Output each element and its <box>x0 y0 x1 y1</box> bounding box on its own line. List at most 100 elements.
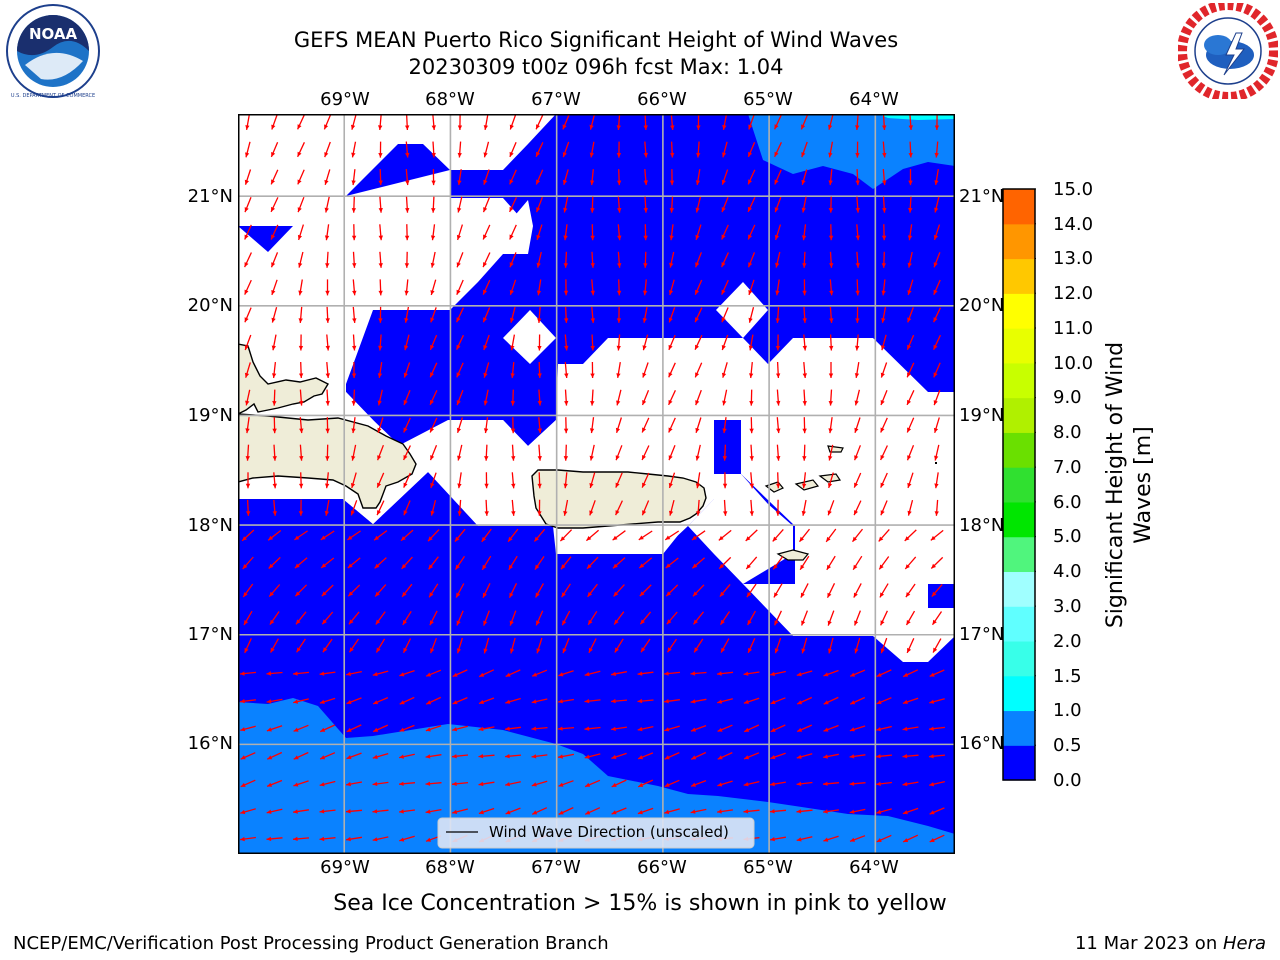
wave-direction-arrow <box>749 472 754 489</box>
wave-direction-arrow <box>639 611 652 625</box>
wave-direction-arrow <box>403 389 411 406</box>
map-subtitle: 20230309 t00z 096h fcst Max: 1.04 <box>408 55 784 79</box>
wave-direction-arrow <box>245 141 251 158</box>
footer-date: 11 Mar 2023 on Hera <box>1075 934 1266 954</box>
wave-direction-arrow <box>769 836 787 842</box>
wave-direction-arrow <box>854 417 861 434</box>
noaa-ring-text: U.S. DEPARTMENT OF COMMERCE <box>11 93 95 99</box>
sea-ice-note: Sea Ice Concentration > 15% is shown in … <box>333 891 947 916</box>
wave-direction-arrow <box>643 224 648 241</box>
wave-direction-arrow <box>691 530 706 541</box>
wave-direction-arrow <box>324 169 331 185</box>
wave-direction-arrow <box>802 251 807 268</box>
wave-direction-arrow <box>853 500 862 516</box>
wave-direction-arrow <box>536 279 542 296</box>
wave-direction-arrow <box>694 279 703 295</box>
wave-direction-arrow <box>876 725 892 732</box>
wave-direction-arrow <box>378 224 383 241</box>
wave-direction-arrow <box>829 279 834 296</box>
wave-direction-arrow <box>638 557 653 569</box>
wave-direction-arrow <box>535 114 544 130</box>
wave-direction-arrow <box>929 726 945 731</box>
wave-direction-arrow <box>293 780 309 787</box>
wave-direction-arrow <box>455 583 465 598</box>
wave-direction-arrow <box>325 306 330 323</box>
wave-direction-arrow <box>430 251 436 268</box>
wave-direction-arrow <box>294 584 308 597</box>
wave-direction-arrow <box>590 334 595 351</box>
wave-direction-arrow <box>508 555 518 571</box>
wave-direction-arrow <box>558 780 574 787</box>
wave-direction-arrow <box>325 417 330 434</box>
wave-direction-arrow <box>668 472 676 489</box>
wave-direction-arrow <box>639 584 652 597</box>
wave-direction-arrow <box>641 472 650 488</box>
wave-direction-arrow <box>876 808 892 814</box>
wave-direction-arrow <box>880 500 888 516</box>
wave-direction-arrow <box>319 697 336 704</box>
colorbar-band <box>1003 223 1035 260</box>
wave-direction-arrow <box>774 169 782 185</box>
wave-direction-arrow <box>292 836 310 841</box>
wave-direction-arrow <box>347 584 361 597</box>
wave-direction-arrow <box>430 307 437 323</box>
wave-direction-arrow <box>293 751 309 760</box>
wave-direction-arrow <box>509 279 517 296</box>
wave-direction-arrow <box>483 417 489 434</box>
wave-direction-arrow <box>564 306 569 323</box>
wave-direction-arrow <box>665 584 679 597</box>
wave-direction-arrow <box>853 472 862 488</box>
wave-direction-arrow <box>431 141 436 158</box>
wave-direction-arrow <box>509 252 517 268</box>
wave-direction-arrow <box>425 808 442 814</box>
wave-direction-arrow <box>319 780 336 787</box>
wave-direction-arrow <box>663 671 681 676</box>
wave-direction-arrow <box>747 224 756 240</box>
wave-direction-arrow <box>747 197 756 213</box>
wave-direction-arrow <box>537 306 542 323</box>
wave-direction-arrow <box>561 583 571 598</box>
wave-direction-arrow <box>320 530 335 541</box>
wave-direction-arrow <box>372 836 389 842</box>
wave-direction-arrow <box>670 114 675 131</box>
wave-direction-arrow <box>240 725 256 732</box>
wave-direction-arrow <box>430 472 437 489</box>
wave-direction-arrow <box>721 334 729 351</box>
wave-direction-arrow <box>457 444 463 461</box>
wave-direction-arrow <box>881 251 886 268</box>
wave-direction-arrow <box>718 529 732 541</box>
wave-direction-arrow <box>270 638 279 653</box>
wave-direction-arrow <box>531 726 548 731</box>
wave-direction-arrow <box>531 669 548 677</box>
wave-direction-arrow <box>929 834 945 843</box>
wave-direction-arrow <box>849 781 866 786</box>
lat-label-left: 16°N <box>187 733 233 754</box>
wave-direction-arrow <box>616 389 622 406</box>
wave-direction-arrow <box>610 698 628 704</box>
lon-label-top: 65°W <box>743 89 793 110</box>
colorbar-tick: 1.5 <box>1053 666 1082 687</box>
wave-direction-arrow <box>509 169 517 185</box>
wave-direction-arrow <box>664 779 680 788</box>
wave-direction-arrow <box>425 781 442 786</box>
wave-direction-arrow <box>637 725 654 732</box>
wave-direction-arrow <box>484 499 489 516</box>
wave-direction-arrow <box>828 417 833 434</box>
wave-direction-arrow <box>823 696 839 705</box>
wave-direction-arrow <box>378 251 383 268</box>
wave-direction-arrow <box>690 671 707 676</box>
wave-direction-arrow <box>849 754 866 759</box>
wave-direction-arrow <box>774 142 782 158</box>
wave-direction-arrow <box>669 224 674 241</box>
wave-direction-arrow <box>637 807 654 815</box>
wave-direction-arrow <box>876 697 892 705</box>
wave-direction-arrow <box>398 781 416 786</box>
wave-direction-arrow <box>321 611 334 625</box>
wave-direction-arrow <box>718 556 732 570</box>
wave-direction-arrow <box>796 724 813 733</box>
wave-direction-arrow <box>719 583 731 598</box>
wave-direction-arrow <box>351 224 357 241</box>
wave-direction-arrow <box>853 610 862 626</box>
wave-direction-arrow <box>535 196 544 213</box>
wave-direction-arrow <box>615 472 623 488</box>
